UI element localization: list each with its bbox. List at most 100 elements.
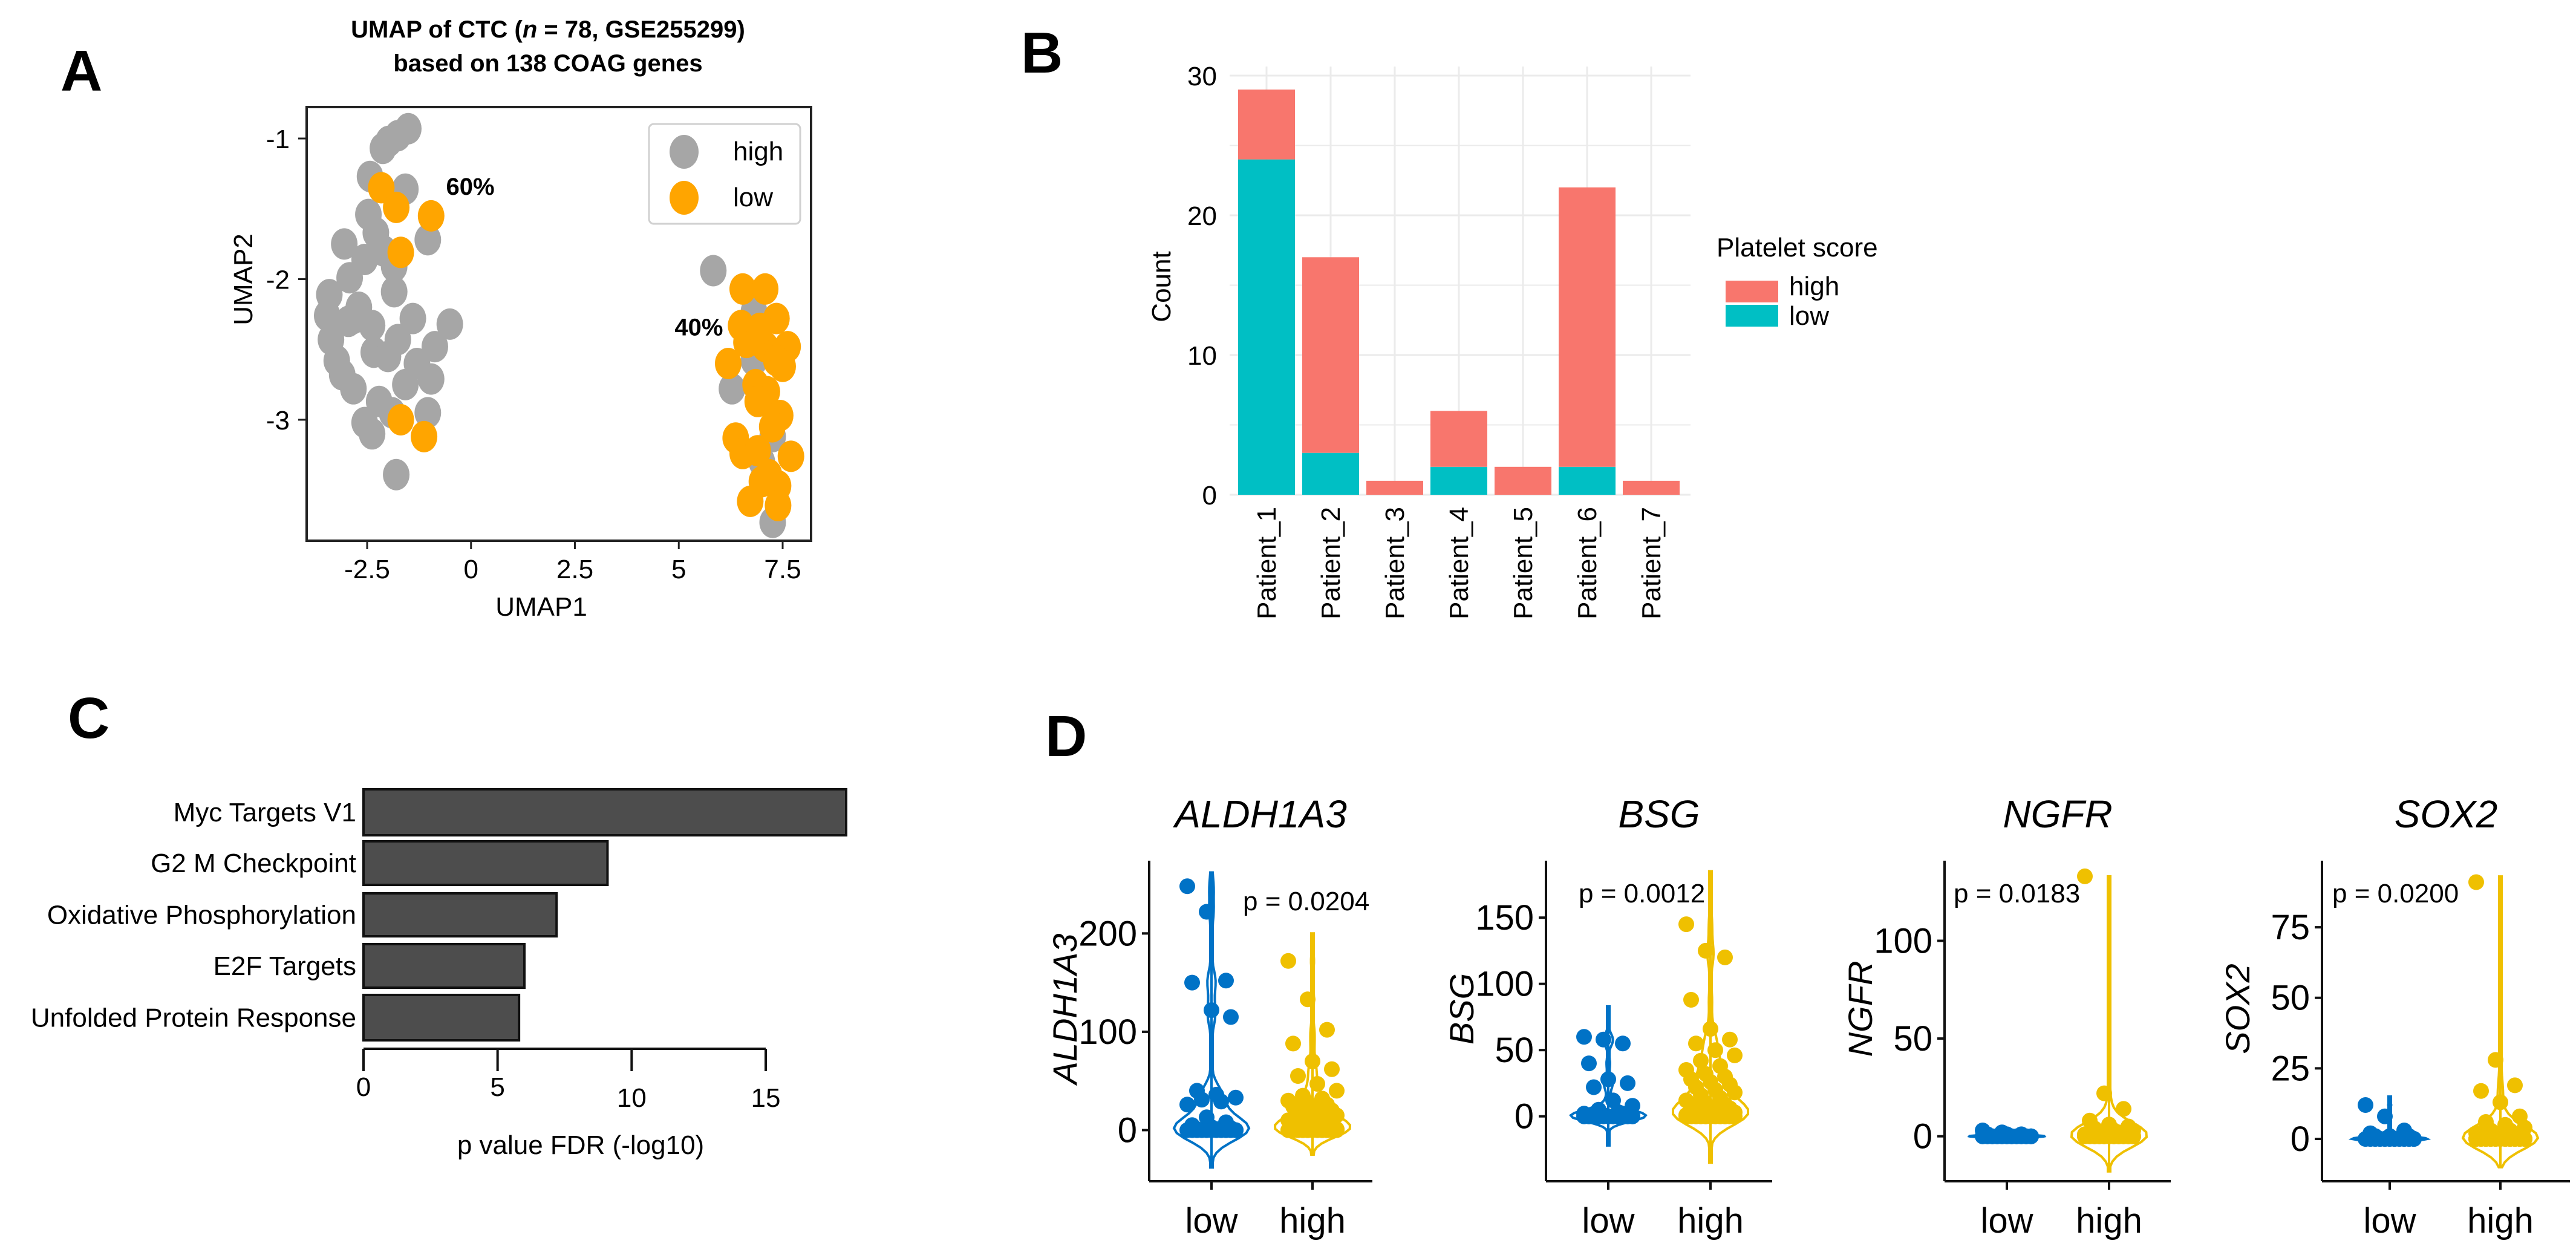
enrichment-bar (362, 840, 609, 886)
umap-y-label: UMAP2 (229, 233, 258, 325)
enrichment-x-label: p value FDR (-log10) (457, 1130, 704, 1160)
violin-point-high (2488, 1052, 2503, 1068)
bar-x-tick-label: Patient_7 (1637, 507, 1666, 619)
umap-point-high (359, 418, 386, 450)
violin-point-high (1683, 992, 1699, 1008)
legend-high-marker (670, 135, 699, 169)
legend-low-label: low (733, 183, 773, 212)
panel-label-a: A (60, 39, 102, 103)
enrichment-bar-label: Oxidative Phosphorylation (47, 901, 356, 930)
panel-c-enrichment-bar: Myc Targets V1 G2 M Checkpoint Oxidative P… (31, 788, 847, 1160)
violin-x-tick-label: high (2467, 1201, 2534, 1241)
bar-legend-low-swatch (1726, 305, 1778, 327)
panel-a-umap: UMAP of CTC (n = 78, GSE255299) based on… (229, 16, 812, 622)
violin-gene-title: SOX2 (2395, 792, 2498, 836)
violin-point-high (1300, 1122, 1316, 1138)
bar-x-tick-label: Patient_3 (1380, 507, 1410, 619)
violin-point-low (1228, 1089, 1244, 1106)
violin-subplot-sox2: SOX2 SOX2 0 25 50 75 low high p = 0.0200 (2219, 792, 2570, 1241)
violin-point-high (1319, 1122, 1335, 1138)
panel-label-c: C (68, 686, 109, 751)
umap-x-tick-label: -2.5 (344, 555, 390, 584)
violin-point-low (2004, 1128, 2020, 1144)
violin-point-high (1305, 1053, 1320, 1069)
violin-y-tick-label: 200 (1078, 914, 1137, 953)
violin-point-low (1620, 1075, 1635, 1091)
violin-point-high (1727, 1084, 1743, 1101)
violin-point-low (1179, 1097, 1195, 1113)
bar-segment-low-patient-4 (1430, 466, 1487, 495)
violin-point-high (1678, 916, 1694, 933)
violin-point-low (2367, 1131, 2383, 1147)
umap-title-line1: UMAP of CTC (n = 78, GSE255299) (351, 16, 745, 43)
violin-y-tick-label: 0 (1118, 1110, 1137, 1150)
violin-point-high (2116, 1101, 2131, 1117)
umap-point-high (719, 373, 746, 405)
violin-point-high (1698, 942, 1714, 959)
umap-x-tick-label: 2.5 (556, 555, 593, 584)
violin-point-high (2096, 1085, 2112, 1101)
umap-axes: -2.5 0 2.5 5 7.5 -1 -2 -3 (266, 125, 801, 584)
violin-subplot-bsg: BSG BSG 0 50 100 150 low high p = 0.0012 (1443, 792, 1772, 1241)
enrichment-x-tick-label: 15 (751, 1083, 781, 1113)
bar-y-tick-label: 30 (1187, 62, 1217, 91)
violin-point-low (1189, 1122, 1205, 1138)
umap-points (314, 112, 804, 538)
violin-x-tick-label: high (1279, 1201, 1346, 1241)
enrichment-x-tick-label: 0 (356, 1072, 371, 1102)
umap-point-low (765, 489, 792, 521)
violin-x-tick-label: high (2076, 1201, 2142, 1241)
violin-point-high (1329, 1083, 1345, 1099)
violin-point-high (2468, 874, 2484, 890)
violin-point-low (2358, 1097, 2373, 1113)
violin-point-low (2377, 1108, 2393, 1124)
violin-gene-title: BSG (1618, 792, 1700, 836)
violin-x-tick-label: low (1582, 1201, 1635, 1241)
violin-point-high (1285, 1035, 1301, 1052)
umap-point-low (769, 350, 796, 382)
bar-x-tick-label: Patient_2 (1316, 507, 1346, 619)
umap-x-tick-label: 5 (671, 555, 686, 584)
umap-point-high (422, 331, 448, 363)
violin-point-low (1184, 974, 1200, 991)
violin-subplot-ngfr: NGFR NGFR 0 50 100 low high p = 0.0183 (1841, 792, 2171, 1241)
violin-point-low (1581, 1055, 1597, 1072)
enrichment-bar (362, 892, 558, 937)
umap-point-low (387, 404, 414, 435)
violin-point-high (2077, 1128, 2093, 1144)
umap-title-post: = 78, GSE255299) (537, 16, 745, 43)
umap-point-low (746, 312, 774, 344)
violin-point-high (2468, 1131, 2484, 1147)
umap-point-high (340, 373, 367, 405)
umap-point-low (729, 273, 756, 305)
violin-gene-title: NGFR (2003, 792, 2112, 836)
umap-x-tick-label: 7.5 (764, 555, 801, 584)
umap-x-tick-label: 0 (464, 555, 478, 584)
bar-y-tick-label: 0 (1202, 481, 1217, 510)
violin-y-label: SOX2 (2219, 963, 2257, 1054)
bars (1238, 90, 1680, 495)
umap-point-low (387, 236, 414, 269)
violin-point-high (1688, 1035, 1704, 1052)
violin-point-low (1596, 1031, 1611, 1048)
violin-point-low (1984, 1128, 2000, 1144)
bar-legend-high-swatch (1726, 281, 1778, 302)
panel-label-b: B (1021, 21, 1063, 85)
violin-gene-title: ALDH1A3 (1172, 792, 1347, 836)
umap-title-italic: n (523, 16, 537, 43)
violin-subplot-aldh1a3: ALDH1A3 ALDH1A3 0 100 200 low high p = 0.0204 (1046, 792, 1372, 1241)
violin-point-high (1324, 1061, 1340, 1077)
violin-point-low (1179, 878, 1195, 895)
violin-point-low (1208, 1122, 1224, 1138)
enrichment-axes: 0 5 10 15 (356, 1048, 781, 1113)
violin-y-tick-label: 100 (1874, 922, 1932, 961)
enrichment-bar (362, 943, 526, 989)
violin-y-tick-label: 100 (1078, 1012, 1137, 1052)
enrichment-bar-label: G2 M Checkpoint (151, 849, 356, 878)
bar-legend: Platelet score high low (1717, 233, 1878, 331)
umap-plot-frame (305, 106, 812, 542)
violin-p-value: p = 0.0200 (2332, 879, 2459, 908)
bar-segment-high-patient-6 (1559, 187, 1616, 467)
violin-point-low (1576, 1029, 1592, 1045)
umap-point-low (744, 385, 771, 417)
